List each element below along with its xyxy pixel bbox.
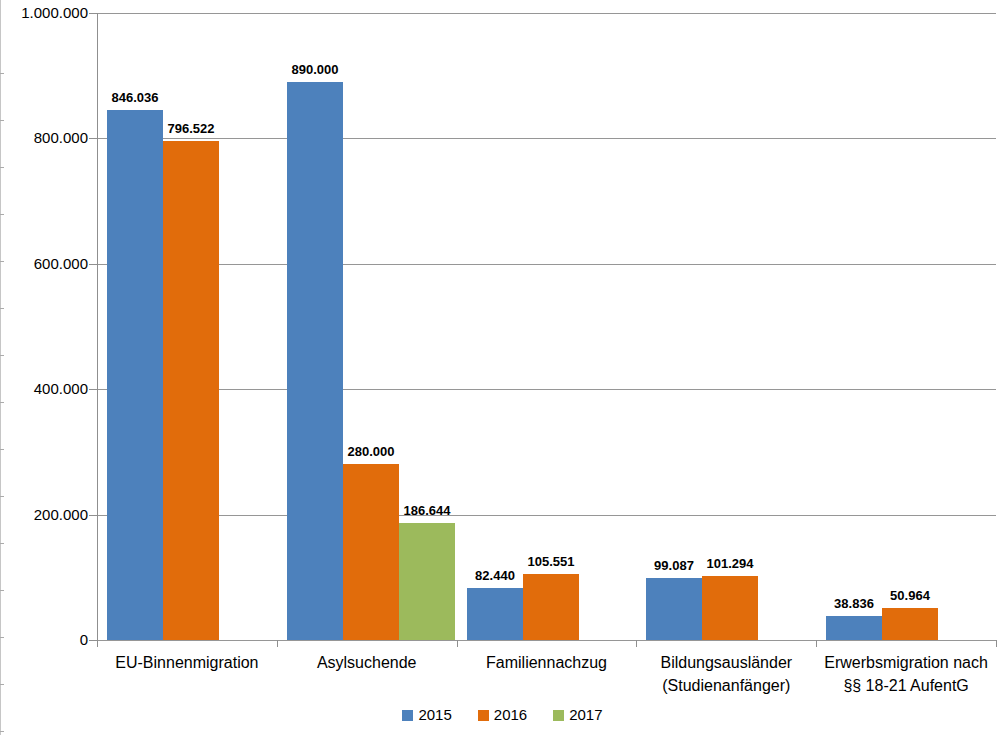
legend-label-2016: 2016: [494, 706, 527, 724]
gridline: [97, 13, 996, 14]
value-axis-line: [97, 13, 98, 640]
value-axis-tick-label: 200.000: [4, 506, 88, 524]
category-axis-tick: [816, 640, 817, 647]
category-axis-label: Familiennachzug: [442, 651, 652, 674]
value-axis-tick: [89, 13, 97, 14]
value-axis-tick: [89, 138, 97, 139]
gridline: [97, 389, 996, 390]
value-axis-tick-label: 800.000: [4, 129, 88, 147]
bar-2016-1: [343, 464, 399, 640]
legend-item-2017: 2017: [553, 706, 602, 724]
value-axis-tick-label: 0: [4, 631, 88, 649]
bar-2015-3: [646, 578, 702, 640]
legend-item-2015: 2015: [402, 706, 451, 724]
bar-value-label: 280.000: [348, 443, 395, 460]
value-axis-tick-label: 1.000.000: [4, 4, 88, 22]
legend: 2015 2016 2017: [0, 706, 1005, 724]
bar-2015-0: [107, 110, 163, 640]
bar-value-label: 186.644: [404, 502, 451, 519]
legend-marker-2016: [478, 710, 489, 721]
value-axis-tick: [89, 389, 97, 390]
legend-label-2017: 2017: [569, 706, 602, 724]
category-axis-tick: [636, 640, 637, 647]
bar-value-label: 846.036: [112, 89, 159, 106]
bar-value-label: 796.522: [168, 120, 215, 137]
legend-marker-2015: [402, 710, 413, 721]
gridline: [97, 264, 996, 265]
category-axis-tick: [996, 640, 997, 647]
chart-canvas: 0 200.000 400.000 600.000 800.000 1.000.000 84…: [0, 0, 1005, 735]
bar-2015-1: [287, 82, 343, 640]
bar-value-label: 82.440: [475, 567, 515, 584]
bar-2016-4: [882, 608, 938, 640]
value-axis-tick: [89, 515, 97, 516]
bar-2015-2: [467, 588, 523, 640]
category-axis-label: Erwerbsmigration nach §§ 18-21 AufentG: [801, 651, 1005, 697]
bar-value-label: 105.551: [528, 553, 575, 570]
category-axis-label: Asylsuchende: [262, 651, 472, 674]
bar-value-label: 101.294: [707, 555, 754, 572]
category-axis-tick: [97, 640, 98, 647]
bar-2015-4: [826, 616, 882, 640]
legend-label-2015: 2015: [418, 706, 451, 724]
bar-value-label: 99.087: [654, 557, 694, 574]
category-axis-label: EU-Binnenmigration: [82, 651, 292, 674]
bar-value-label: 38.836: [834, 595, 874, 612]
value-axis-tick: [89, 264, 97, 265]
bar-2016-3: [702, 576, 758, 640]
legend-marker-2017: [553, 710, 564, 721]
legend-item-2016: 2016: [478, 706, 527, 724]
category-axis-label: Bildungsausländer (Studienanfänger): [621, 651, 831, 697]
category-axis-tick: [457, 640, 458, 647]
gridline: [97, 515, 996, 516]
bar-value-label: 890.000: [292, 61, 339, 78]
value-axis-tick-label: 400.000: [4, 380, 88, 398]
bar-2016-2: [523, 574, 579, 640]
value-axis-tick-label: 600.000: [4, 255, 88, 273]
gridline: [97, 138, 996, 139]
category-axis-line: [97, 640, 996, 641]
bar-value-label: 50.964: [890, 587, 930, 604]
category-axis-tick: [277, 640, 278, 647]
bar-2017-1: [399, 523, 455, 640]
bar-2016-0: [163, 141, 219, 640]
value-axis-tick: [89, 640, 97, 641]
